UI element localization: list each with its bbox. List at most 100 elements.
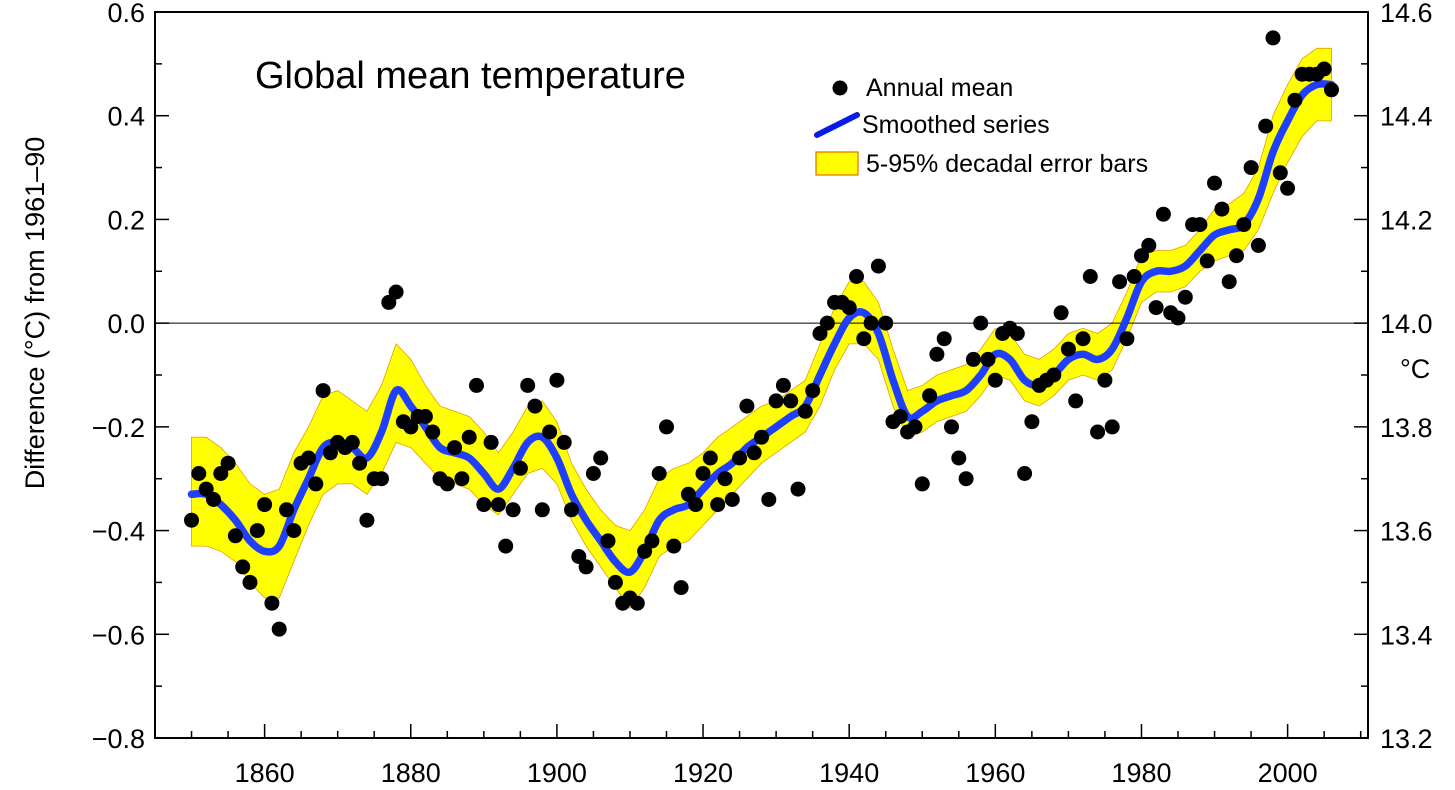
y-right-tick-label: 14.4 xyxy=(1380,102,1433,132)
annual-mean-point xyxy=(1126,269,1142,284)
y-axis-title: Difference (°C) from 1961–90 xyxy=(20,137,50,489)
y-tick-label: 0.2 xyxy=(107,205,145,235)
y-tick-label: 0.0 xyxy=(107,309,145,339)
legend-label-annual-mean: Annual mean xyxy=(866,74,1013,102)
annual-mean-point xyxy=(907,419,923,435)
annual-mean-point xyxy=(688,497,704,513)
annual-mean-point xyxy=(1199,253,1215,269)
annual-mean-point xyxy=(374,471,389,487)
annual-mean-point xyxy=(965,351,981,367)
annual-mean-point xyxy=(1324,82,1339,98)
annual-mean-point xyxy=(308,476,324,492)
annual-mean-point xyxy=(1104,419,1120,435)
annual-mean-point xyxy=(388,284,404,300)
annual-mean-point xyxy=(951,450,967,466)
legend-dot-icon xyxy=(832,80,848,96)
annual-mean-point xyxy=(1207,175,1222,191)
annual-mean-point xyxy=(797,403,813,419)
legend: Annual mean Smoothed series 5-95% decada… xyxy=(814,74,1148,178)
annual-mean-point xyxy=(227,528,243,544)
annual-mean-point xyxy=(1265,30,1281,46)
y-right-tick-label: 13.4 xyxy=(1380,620,1433,650)
annual-mean-point xyxy=(556,434,572,450)
annual-mean-point xyxy=(958,471,974,487)
annual-mean-point xyxy=(651,466,667,481)
annual-mean-point xyxy=(980,351,996,367)
annual-mean-point xyxy=(527,398,543,414)
annual-mean-point xyxy=(1068,393,1084,409)
annual-mean-point xyxy=(184,512,199,528)
annual-mean-point xyxy=(1250,237,1266,253)
x-tick-label: 1980 xyxy=(1111,758,1171,788)
annual-mean-point xyxy=(863,315,879,331)
annual-mean-point xyxy=(301,450,316,466)
annual-mean-point xyxy=(944,419,959,435)
annual-mean-point xyxy=(1060,341,1076,357)
annual-mean-point xyxy=(1046,367,1062,383)
annual-mean-point xyxy=(805,383,821,399)
x-tick-label: 1900 xyxy=(527,758,587,788)
annual-mean-point xyxy=(973,315,989,331)
annual-mean-point xyxy=(1258,118,1274,134)
annual-mean-point xyxy=(1177,289,1193,305)
annual-mean-point xyxy=(571,549,587,564)
annual-mean-point xyxy=(1082,269,1098,284)
axis-labels-layer: 1860 1880 1900 1920 1940 1960 1980 2000 −0.8 13.2… xyxy=(92,0,1433,788)
annual-mean-point xyxy=(1009,326,1025,341)
annual-mean-point xyxy=(593,450,609,466)
annual-mean-point xyxy=(856,331,872,347)
annual-mean-point xyxy=(279,502,294,518)
annual-mean-point xyxy=(1024,414,1040,430)
annual-mean-point xyxy=(812,326,828,341)
y-right-axis-title: °C xyxy=(1400,354,1430,384)
annual-mean-point xyxy=(505,502,521,518)
annual-mean-point xyxy=(235,559,251,575)
legend-line-icon xyxy=(814,112,860,138)
annual-mean-point xyxy=(768,393,784,409)
annual-mean-point xyxy=(286,523,302,539)
annual-mean-point xyxy=(490,497,506,513)
annual-mean-point xyxy=(775,377,791,393)
annual-mean-point xyxy=(315,383,331,399)
annual-mean-point xyxy=(1075,331,1091,347)
annual-mean-point xyxy=(637,543,653,559)
legend-label-smoothed: Smoothed series xyxy=(862,111,1050,139)
annual-mean-point xyxy=(469,377,484,393)
annual-mean-point xyxy=(1243,160,1259,176)
annual-mean-point xyxy=(710,497,726,513)
annual-mean-point xyxy=(417,409,433,424)
y-tick-label: 0.6 xyxy=(107,0,145,28)
annual-mean-point xyxy=(878,315,894,331)
annual-mean-point xyxy=(461,429,477,445)
annual-mean-point xyxy=(695,466,711,481)
annual-mean-point xyxy=(439,476,455,492)
annual-mean-point xyxy=(922,388,938,404)
annual-mean-point xyxy=(929,346,945,362)
y-tick-label: −0.8 xyxy=(92,724,145,754)
annual-mean-point xyxy=(783,393,799,409)
annual-mean-point xyxy=(673,580,689,596)
annual-mean-point xyxy=(892,409,908,424)
plot-frame xyxy=(154,11,1369,739)
annual-mean-point xyxy=(242,574,258,590)
annual-mean-point xyxy=(542,424,558,440)
annual-mean-point xyxy=(849,269,864,284)
annual-mean-point xyxy=(659,419,674,435)
annual-mean-point xyxy=(1272,165,1288,181)
annual-mean-point xyxy=(220,455,236,471)
x-tick-label: 1940 xyxy=(819,758,879,788)
annual-mean-point xyxy=(1287,92,1303,108)
annual-mean-point xyxy=(271,621,287,637)
annual-mean-point xyxy=(936,331,952,347)
annual-mean-point xyxy=(585,466,601,481)
annual-mean-point xyxy=(790,481,806,497)
y-right-tick-label: 13.2 xyxy=(1380,724,1433,754)
x-tick-label: 1920 xyxy=(673,758,733,788)
annual-mean-point xyxy=(607,574,623,590)
annual-mean-point xyxy=(564,502,579,518)
annual-mean-point xyxy=(1053,305,1069,321)
y-tick-label: −0.6 xyxy=(92,620,145,650)
y-tick-label: −0.2 xyxy=(92,413,145,443)
annual-mean-point xyxy=(447,440,463,456)
